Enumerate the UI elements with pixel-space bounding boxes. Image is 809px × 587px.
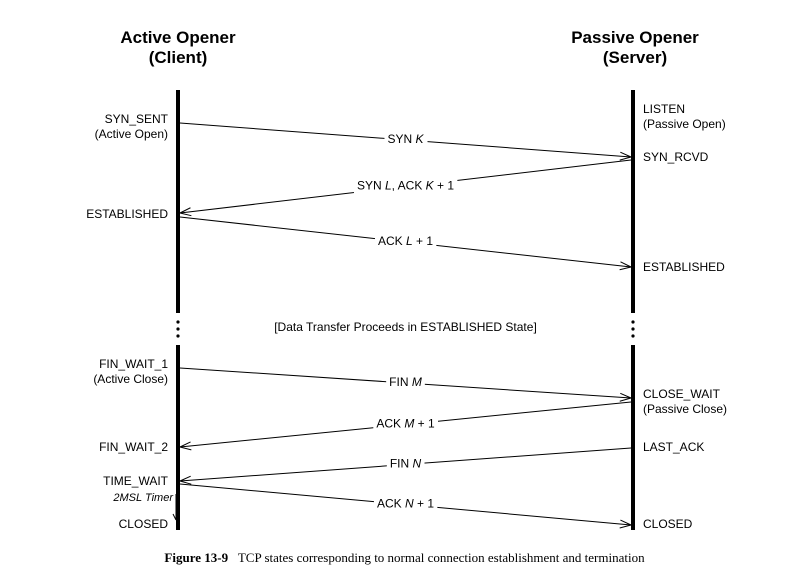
figure-caption: Figure 13-9 TCP states corresponding to … [0, 550, 809, 566]
server-state: SYN_RCVD [643, 150, 708, 165]
client-state: FIN_WAIT_2 [99, 440, 168, 455]
svg-text:FIN N: FIN N [390, 457, 422, 471]
server-state: CLOSE_WAIT(Passive Close) [643, 387, 727, 417]
figure-container: { "type": "sequence-diagram", "width": 8… [0, 0, 809, 587]
caption-prefix: Figure 13-9 [164, 550, 228, 565]
client-state: ESTABLISHED [86, 207, 168, 222]
svg-text:FIN M: FIN M [389, 375, 422, 389]
caption-text: TCP states corresponding to normal conne… [238, 550, 645, 565]
timer-label: 2MSL Timer [83, 492, 173, 504]
server-state: LISTEN(Passive Open) [643, 102, 726, 132]
svg-text:ACK M + 1: ACK M + 1 [376, 417, 435, 431]
client-state: TIME_WAIT [103, 474, 168, 489]
server-state: LAST_ACK [643, 440, 704, 455]
server-state: ESTABLISHED [643, 260, 725, 275]
svg-text:SYN L, ACK K + 1: SYN L, ACK K + 1 [357, 179, 454, 193]
svg-text:ACK N + 1: ACK N + 1 [377, 497, 434, 511]
svg-text:SYN K: SYN K [387, 132, 424, 146]
client-state: FIN_WAIT_1(Active Close) [93, 357, 168, 387]
server-state: CLOSED [643, 517, 692, 532]
svg-text:ACK L + 1: ACK L + 1 [378, 234, 433, 248]
client-state: SYN_SENT(Active Open) [95, 112, 168, 142]
client-state: CLOSED [119, 517, 168, 532]
gap-label: [Data Transfer Proceeds in ESTABLISHED S… [246, 320, 566, 334]
